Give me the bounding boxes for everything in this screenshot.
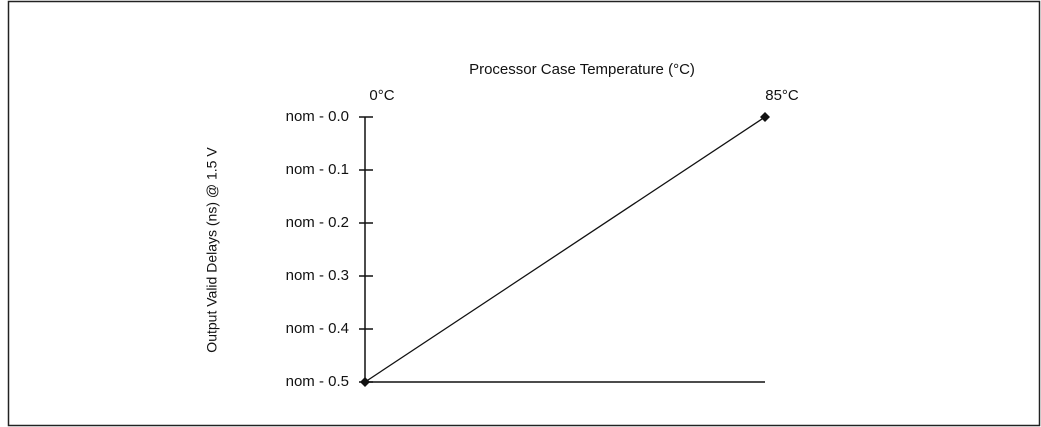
y-tick-label: nom - 0.3 bbox=[286, 267, 349, 284]
data-point bbox=[760, 112, 770, 122]
y-tick-label: nom - 0.4 bbox=[286, 320, 349, 337]
y-tick-label: nom - 0.5 bbox=[286, 373, 349, 390]
chart-title: Processor Case Temperature (°C) bbox=[469, 61, 695, 78]
x-tick-label: 0°C bbox=[369, 87, 394, 104]
data-line bbox=[364, 116, 766, 383]
y-tick-label: nom - 0.1 bbox=[286, 161, 349, 178]
frame bbox=[7, 0, 1041, 427]
data-point bbox=[360, 377, 370, 387]
y-tick-label: nom - 0.0 bbox=[286, 108, 349, 125]
y-axis-label: Output Valid Delays (ns) @ 1.5 V bbox=[204, 147, 220, 353]
y-tick-label: nom - 0.2 bbox=[286, 214, 349, 231]
x-tick-label: 85°C bbox=[765, 87, 799, 104]
